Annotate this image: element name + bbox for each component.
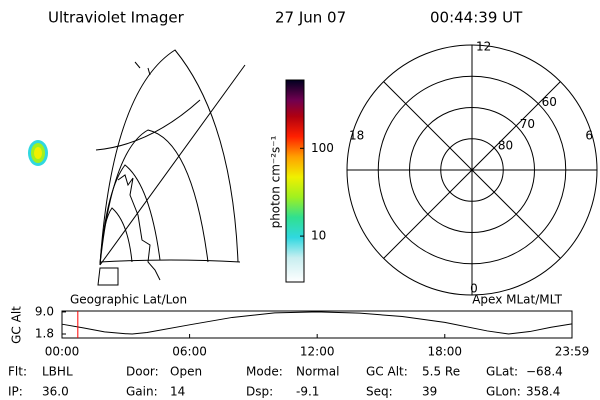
alt-frame xyxy=(61,310,573,339)
field-label: GLat: xyxy=(486,365,518,379)
polar-axis xyxy=(383,81,561,259)
field-value: −68.4 xyxy=(526,365,563,379)
y-axis-label: GC Alt xyxy=(10,306,24,344)
instrument: Ultraviolet Imager xyxy=(48,9,185,27)
field-value: Normal xyxy=(296,365,339,379)
lat-ring xyxy=(409,107,535,233)
y-tick-label: 1.8 xyxy=(35,327,54,341)
lat-label: 80 xyxy=(498,139,513,153)
alt-line xyxy=(61,311,573,335)
colorbar-tick-label: 10 xyxy=(311,229,326,243)
mlt-label: 18 xyxy=(349,129,364,143)
x-tick-label: 23:59 xyxy=(555,345,590,359)
lat-label: 60 xyxy=(542,95,557,109)
lat-ring xyxy=(377,75,567,265)
field-label: Door: xyxy=(126,365,159,379)
field-label: Mode: xyxy=(246,365,283,379)
field-label: GC Alt: xyxy=(366,365,408,379)
field-value: 36.0 xyxy=(42,385,69,399)
x-tick-label: 18:00 xyxy=(427,345,462,359)
x-tick-label: 12:00 xyxy=(300,345,335,359)
field-label: Flt: xyxy=(8,365,27,379)
field-label: Dsp: xyxy=(246,385,273,399)
field-value: 358.4 xyxy=(526,385,560,399)
field-label: Seq: xyxy=(366,385,393,399)
colorbar-label: photon cm⁻²s⁻¹ xyxy=(269,135,283,228)
field-value: -9.1 xyxy=(296,385,319,399)
field-label: GLon: xyxy=(486,385,521,399)
field-value: 39 xyxy=(422,385,437,399)
mlt-label: 6 xyxy=(585,129,593,143)
field-label: IP: xyxy=(8,385,23,399)
colorbar xyxy=(285,79,305,283)
x-tick-label: 00:00 xyxy=(45,345,80,359)
mlt-label: 0 xyxy=(470,282,478,296)
date: 27 Jun 07 xyxy=(275,9,346,27)
map-title: Geographic Lat/Lon xyxy=(70,293,187,307)
field-label: Gain: xyxy=(126,385,158,399)
field-value: 14 xyxy=(170,385,185,399)
map xyxy=(95,49,246,286)
x-tick-label: 06:00 xyxy=(172,345,207,359)
field-value: 5.5 Re xyxy=(422,365,460,379)
y-tick-label: 9.0 xyxy=(35,304,54,318)
lat-label: 70 xyxy=(520,117,535,131)
field-value: LBHL xyxy=(42,365,73,379)
polar-title: Apex MLat/MLT xyxy=(472,293,562,307)
field-value: Open xyxy=(170,365,202,379)
lat-ring xyxy=(440,138,504,202)
time: 00:44:39 UT xyxy=(430,9,523,27)
aurora-blob xyxy=(28,140,48,166)
mlt-label: 12 xyxy=(476,40,491,54)
colorbar-tick-label: 100 xyxy=(311,141,334,155)
